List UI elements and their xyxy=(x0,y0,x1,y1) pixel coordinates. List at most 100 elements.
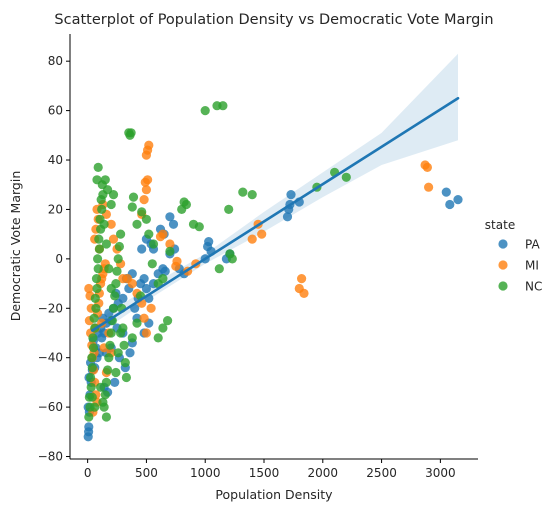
data-point-mi xyxy=(424,182,434,192)
y-tick-label: −60 xyxy=(38,400,63,414)
data-point-nc xyxy=(96,382,106,392)
y-tick-label: 60 xyxy=(48,104,63,118)
data-point-nc xyxy=(132,318,142,328)
data-point-pa xyxy=(453,195,463,205)
data-point-nc xyxy=(148,239,159,249)
confidence-band-layer xyxy=(92,53,459,338)
y-tick-label: 20 xyxy=(48,202,63,216)
data-point-mi xyxy=(141,328,151,338)
data-point-nc xyxy=(144,229,154,239)
data-point-nc xyxy=(90,293,100,303)
data-point-mi xyxy=(139,313,149,323)
data-point-nc xyxy=(113,254,123,264)
data-point-nc xyxy=(238,187,248,197)
data-point-nc xyxy=(104,353,114,363)
data-point-nc xyxy=(165,246,175,256)
data-point-nc xyxy=(200,106,210,116)
data-point-nc xyxy=(93,162,103,172)
x-tick-label: 500 xyxy=(135,466,158,480)
data-point-nc xyxy=(84,412,94,422)
x-tick-label: 0 xyxy=(84,466,92,480)
data-point-mi xyxy=(144,140,154,150)
data-point-nc xyxy=(147,259,157,269)
data-point-nc xyxy=(127,202,137,212)
data-point-mi xyxy=(141,185,151,195)
data-point-pa xyxy=(110,377,120,387)
data-point-nc xyxy=(110,291,120,301)
data-point-mi xyxy=(299,288,309,298)
data-point-nc xyxy=(100,175,110,185)
data-point-pa xyxy=(137,244,147,254)
legend-title: state xyxy=(485,218,515,232)
data-point-nc xyxy=(88,343,99,353)
data-point-nc xyxy=(224,204,234,214)
data-point-nc xyxy=(114,241,124,252)
data-point-pa xyxy=(160,266,170,276)
y-tick-label: 40 xyxy=(48,153,63,167)
regression-line xyxy=(91,96,460,332)
legend-label-mi: MI xyxy=(525,259,539,273)
data-point-nc xyxy=(121,372,131,383)
data-point-nc xyxy=(106,199,116,210)
data-point-mi xyxy=(257,229,267,239)
data-point-mi xyxy=(422,162,432,172)
data-point-nc xyxy=(93,264,103,274)
y-axis-label: Democratic Vote Margin xyxy=(8,171,23,322)
x-axis-label: Population Density xyxy=(215,487,333,502)
y-tick-label: −40 xyxy=(38,351,63,365)
data-point-nc xyxy=(111,367,121,378)
data-point-mi xyxy=(139,195,149,205)
data-point-pa xyxy=(286,190,296,200)
data-point-nc xyxy=(87,392,97,402)
data-point-pa xyxy=(84,422,94,432)
regression-confidence-band xyxy=(92,53,459,338)
data-point-nc xyxy=(92,283,102,294)
y-tick-label: −80 xyxy=(38,450,63,464)
y-tick-label: −20 xyxy=(38,301,63,315)
data-point-nc xyxy=(101,239,111,249)
data-point-nc xyxy=(86,372,96,383)
data-point-nc xyxy=(87,353,97,363)
data-point-nc xyxy=(127,333,137,343)
data-point-pa xyxy=(168,219,179,229)
data-point-nc xyxy=(227,254,237,264)
data-point-nc xyxy=(94,234,104,244)
data-point-nc xyxy=(141,214,151,224)
data-point-nc xyxy=(181,199,191,210)
data-point-nc xyxy=(98,397,108,407)
data-point-nc xyxy=(103,185,113,195)
data-point-pa xyxy=(282,212,293,222)
data-points-layer xyxy=(83,101,463,442)
data-point-nc xyxy=(163,316,173,326)
data-point-nc xyxy=(87,363,97,373)
chart-title: Scatterplot of Population Density vs Dem… xyxy=(54,12,493,28)
legend-label-pa: PA xyxy=(525,238,540,252)
data-point-nc xyxy=(101,412,111,422)
data-point-nc xyxy=(132,219,142,229)
data-point-nc xyxy=(100,390,110,400)
data-point-nc xyxy=(91,274,102,284)
data-point-mi xyxy=(158,229,168,239)
data-point-mi xyxy=(108,234,119,244)
data-point-nc xyxy=(218,101,228,111)
data-point-nc xyxy=(116,328,126,338)
data-point-mi xyxy=(297,274,307,284)
data-point-pa xyxy=(141,283,151,294)
data-point-nc xyxy=(128,192,139,202)
legend-label-nc: NC xyxy=(525,280,542,294)
data-point-pa xyxy=(165,212,175,222)
data-point-nc xyxy=(91,303,101,313)
data-point-nc xyxy=(94,244,104,254)
y-tick-label: 0 xyxy=(55,252,63,266)
x-tick-label: 1000 xyxy=(190,466,221,480)
data-point-nc xyxy=(113,348,123,358)
data-point-nc xyxy=(104,264,114,274)
data-point-pa xyxy=(118,293,128,303)
data-point-nc xyxy=(105,340,115,350)
data-point-nc xyxy=(89,313,99,323)
data-point-mi xyxy=(247,234,257,244)
data-point-nc xyxy=(99,219,109,229)
x-tick-label: 2000 xyxy=(308,466,339,480)
data-point-nc xyxy=(158,274,168,284)
